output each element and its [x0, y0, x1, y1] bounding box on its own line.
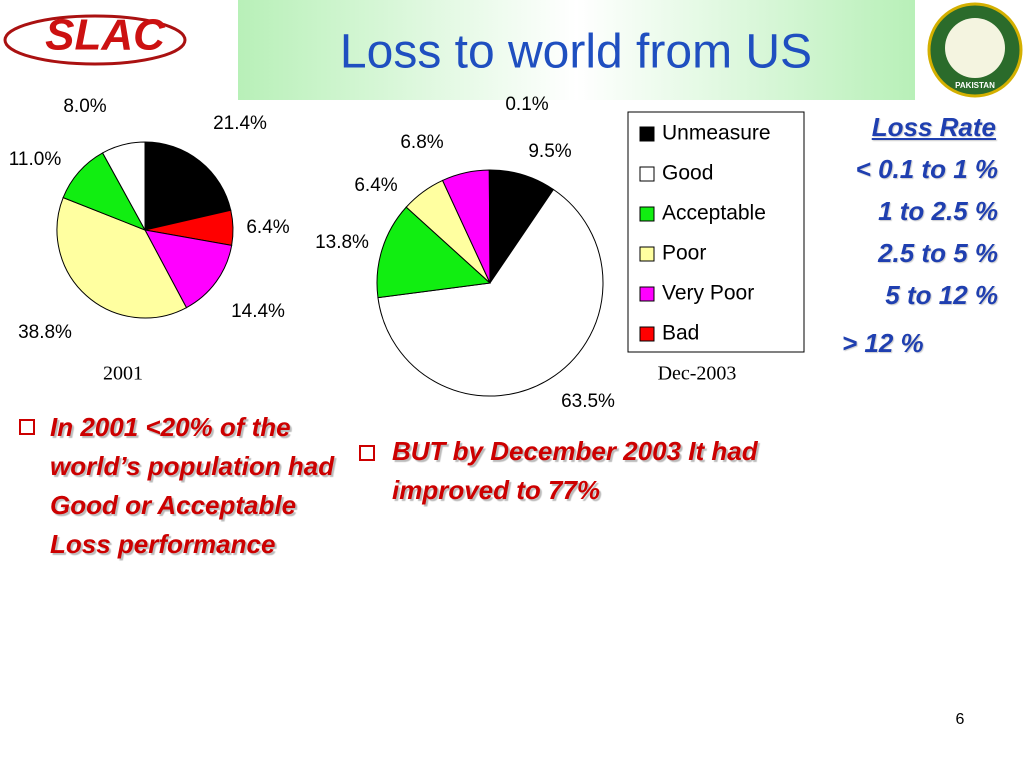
- slice-label: 63.5%: [561, 391, 615, 412]
- slice-label: 14.4%: [231, 301, 285, 322]
- nust-logo-inner: [945, 18, 1005, 78]
- chart-caption: Dec-2003: [658, 363, 737, 385]
- legend-swatch: [639, 126, 655, 142]
- pie-slice: [377, 188, 604, 397]
- slice-label: 6.8%: [400, 132, 443, 153]
- slide-title: Loss to world from US: [340, 26, 812, 79]
- legend-swatch: [639, 326, 655, 342]
- loss-rate-item: > 12 %: [842, 328, 924, 358]
- chart-caption: 2001: [103, 363, 143, 385]
- pie-slice: [488, 169, 491, 284]
- page-number: 6: [956, 711, 965, 728]
- legend-swatch: [639, 206, 655, 222]
- slice-label: 11.0%: [9, 149, 62, 170]
- bullet-text: BUT by December 2003 It had improved to …: [392, 436, 758, 505]
- loss-rate-title: Loss Rate: [871, 112, 996, 142]
- loss-rate-item: 2.5 to 5 %: [878, 238, 998, 268]
- title-band: [238, 0, 915, 100]
- bullet-text: In 2001 <20% of the world’s population h…: [50, 412, 335, 559]
- loss-rate-item: 5 to 12 %: [885, 280, 998, 310]
- slice-label: 8.0%: [63, 96, 106, 117]
- pie-slice: [144, 229, 233, 309]
- bullet-marker: [359, 445, 375, 461]
- legend-label: Very Poor: [662, 282, 754, 305]
- legend-swatch: [639, 286, 655, 302]
- legend-label: Bad: [662, 322, 699, 345]
- slice-label: 9.5%: [528, 141, 571, 162]
- bullet-marker: [19, 419, 35, 435]
- pie-slice: [376, 206, 492, 299]
- legend-swatch: [639, 166, 655, 182]
- pie-slice: [56, 196, 188, 319]
- legend-label: Unmeasure: [662, 122, 771, 145]
- loss-rate-item: 1 to 2.5 %: [878, 196, 998, 226]
- legend-label: Poor: [662, 242, 706, 265]
- pie-slice: [144, 141, 232, 231]
- slice-label: 13.8%: [315, 232, 369, 253]
- slac-logo: SLAC: [45, 11, 166, 60]
- legend-label: Good: [662, 162, 713, 185]
- slice-label: 21.4%: [213, 113, 267, 134]
- slice-label: 38.8%: [18, 322, 72, 343]
- nust-logo-text: PAKISTAN: [955, 81, 995, 90]
- legend-label: Acceptable: [662, 202, 766, 225]
- legend-swatch: [639, 246, 655, 262]
- slice-label: 6.4%: [246, 217, 289, 238]
- legend-box: [627, 111, 805, 353]
- slac-logo-ring: [3, 14, 187, 66]
- slice-label: 0.1%: [505, 94, 548, 115]
- loss-rate-item: < 0.1 to 1 %: [855, 154, 998, 184]
- pie-slice: [101, 141, 146, 231]
- slice-label: 6.4%: [354, 175, 397, 196]
